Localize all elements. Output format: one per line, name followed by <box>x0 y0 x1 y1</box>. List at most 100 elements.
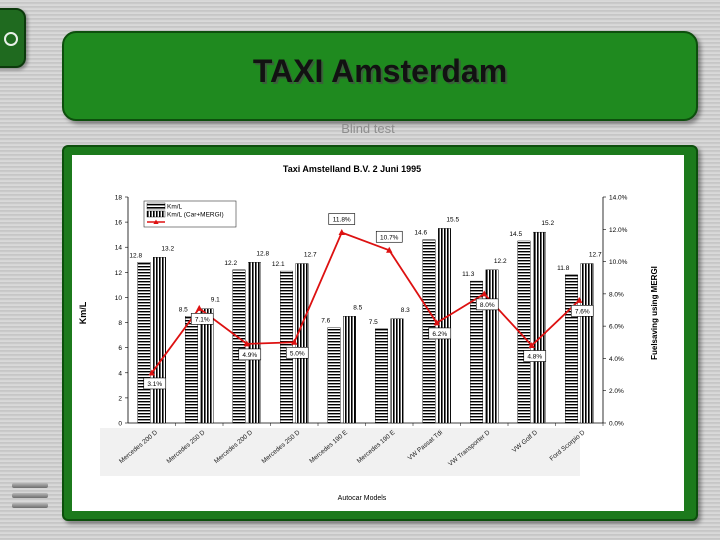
bar-km-l <box>470 280 483 424</box>
menu-icon[interactable] <box>12 483 48 519</box>
bar-km-l-mergi <box>438 228 451 424</box>
y-tick-label: 10 <box>115 295 123 302</box>
fuelsaving-point <box>433 319 440 326</box>
x-axis-title: Autocar Models <box>338 495 387 502</box>
data-label-km-l-mergi: 8.3 <box>401 307 410 314</box>
data-label-km-l-mergi: 15.5 <box>446 216 459 223</box>
bar-km-l <box>517 240 531 424</box>
y-tick-label: 16 <box>115 220 123 227</box>
y2-tick-label: 0.0% <box>609 421 624 428</box>
fuelsaving-label-box <box>190 313 214 325</box>
category-label-strip <box>100 428 580 476</box>
data-label-km-l: 12.1 <box>272 261 285 268</box>
data-label-km-l: 11.3 <box>462 271 475 278</box>
data-label-km-l-mergi: 8.5 <box>353 304 362 311</box>
chart-area: Taxi Amstelland B.V. 2 Juni 1995 0 2 4 6 8 10… <box>72 155 684 511</box>
y2-tick-label: 2.0% <box>609 388 624 395</box>
title-banner: TAXI Amsterdam <box>62 31 698 121</box>
y-tick-label: 4 <box>118 370 122 377</box>
data-label-km-l-mergi: 9.1 <box>211 297 220 304</box>
slide-subtitle: Blind test <box>341 121 395 136</box>
fuelsaving-label: 5.0% <box>290 350 305 357</box>
data-label-km-l-mergi: 12.7 <box>589 252 602 259</box>
bar-km-l-mergi <box>485 269 499 424</box>
y-tick-label: 8 <box>118 320 122 327</box>
legend-swatch-km-l <box>146 202 166 210</box>
data-label-km-l: 7.6 <box>321 318 330 325</box>
legend-marker-fuelsaving <box>153 219 159 224</box>
y2-tick-label: 14.0% <box>609 195 628 202</box>
bar-km-l-mergi <box>580 263 594 424</box>
legend: Km/L Km/L (Car+MERGI) <box>143 200 237 228</box>
y2-tick-label: 4.0% <box>609 356 624 363</box>
fuelsaving-label-box <box>238 348 262 361</box>
y2-tick-label: 8.0% <box>609 291 624 298</box>
bar-km-l <box>232 269 246 424</box>
slide-title: TAXI Amsterdam <box>252 53 508 89</box>
y2-tick-label: 12.0% <box>609 227 628 234</box>
bar-km-l <box>565 274 578 424</box>
data-label-km-l: 11.8 <box>557 265 570 272</box>
fuelsaving-point <box>196 304 203 311</box>
bar-km-l <box>375 328 388 424</box>
fuelsaving-line <box>151 231 580 374</box>
fuel-chart: Taxi Amstelland B.V. 2 Juni 1995 0 2 4 6 8 10… <box>78 164 659 502</box>
slide-nav-button[interactable] <box>0 8 26 68</box>
bar-km-l-mergi <box>343 316 356 424</box>
fuelsaving-label-box <box>475 298 499 311</box>
fuelsaving-label-box <box>143 377 167 390</box>
fuelsaving-point <box>481 290 488 297</box>
chart-frame: Taxi Amstelland B.V. 2 Juni 1995 0 2 4 6 8 10… <box>62 145 698 521</box>
data-label-km-l: 12.8 <box>129 252 142 259</box>
bar-km-l-mergi <box>153 257 166 424</box>
legend-label-km-l-mergi: Km/L (Car+MERGI) <box>167 212 224 219</box>
y2-tick-label: 6.0% <box>609 324 624 331</box>
y2-tick-label: 10.0% <box>609 259 628 266</box>
data-label-km-l: 14.6 <box>414 230 427 237</box>
legend-swatch-km-l-mergi <box>146 210 166 218</box>
fuelsaving-label: 4.8% <box>527 354 542 361</box>
data-label-km-l: 12.2 <box>224 260 237 267</box>
bar-km-l-mergi <box>390 318 404 424</box>
fuelsaving-label-box <box>523 350 547 362</box>
fuelsaving-label: 8.0% <box>480 302 495 309</box>
data-label-km-l-mergi: 12.7 <box>304 252 317 259</box>
fuelsaving-point <box>528 342 535 349</box>
menu-bar <box>12 493 48 498</box>
bar-km-l <box>185 316 198 424</box>
y-tick-label: 2 <box>118 395 122 402</box>
y-tick-label: 0 <box>118 421 122 428</box>
fuelsaving-label-box <box>375 230 403 243</box>
fuelsaving-label-box <box>428 327 452 340</box>
chart-title: Taxi Amstelland B.V. 2 Juni 1995 <box>283 164 421 174</box>
data-label-km-l-mergi: 13.2 <box>161 245 174 252</box>
data-label-km-l-mergi: 15.2 <box>541 220 554 227</box>
y-tick-label: 6 <box>118 345 122 352</box>
fuelsaving-label: 10.7% <box>380 234 399 241</box>
menu-bar <box>12 503 48 508</box>
data-label-km-l-mergi: 12.8 <box>256 250 269 257</box>
bar-km-l-mergi <box>533 231 546 424</box>
y-tick-label: 12 <box>115 270 123 277</box>
fuelsaving-point <box>386 246 393 253</box>
y2-axis-title: Fuelsaving using MERGI <box>650 266 659 360</box>
fuelsaving-label: 7.6% <box>575 308 590 315</box>
fuelsaving-label-box <box>570 305 594 317</box>
fuelsaving-label-box <box>285 346 309 359</box>
bar-km-l <box>327 327 341 424</box>
fuelsaving-label: 11.8% <box>333 217 351 224</box>
data-label-km-l: 14.5 <box>509 231 522 238</box>
y-tick-label: 14 <box>115 245 123 252</box>
menu-bar <box>12 483 48 488</box>
y-axis-title: Km/L <box>78 301 88 324</box>
bar-km-l <box>137 262 151 424</box>
fuelsaving-label: 4.9% <box>242 352 257 359</box>
fuelsaving-point <box>338 229 345 236</box>
legend-label-km-l: Km/L <box>167 204 183 211</box>
fuelsaving-point <box>148 369 155 376</box>
fuelsaving-label: 6.2% <box>432 331 447 338</box>
circle-icon <box>4 32 18 46</box>
bar-km-l-mergi <box>200 308 214 424</box>
data-label-km-l-mergi: 12.2 <box>494 258 507 265</box>
fuelsaving-label-box <box>328 213 356 225</box>
